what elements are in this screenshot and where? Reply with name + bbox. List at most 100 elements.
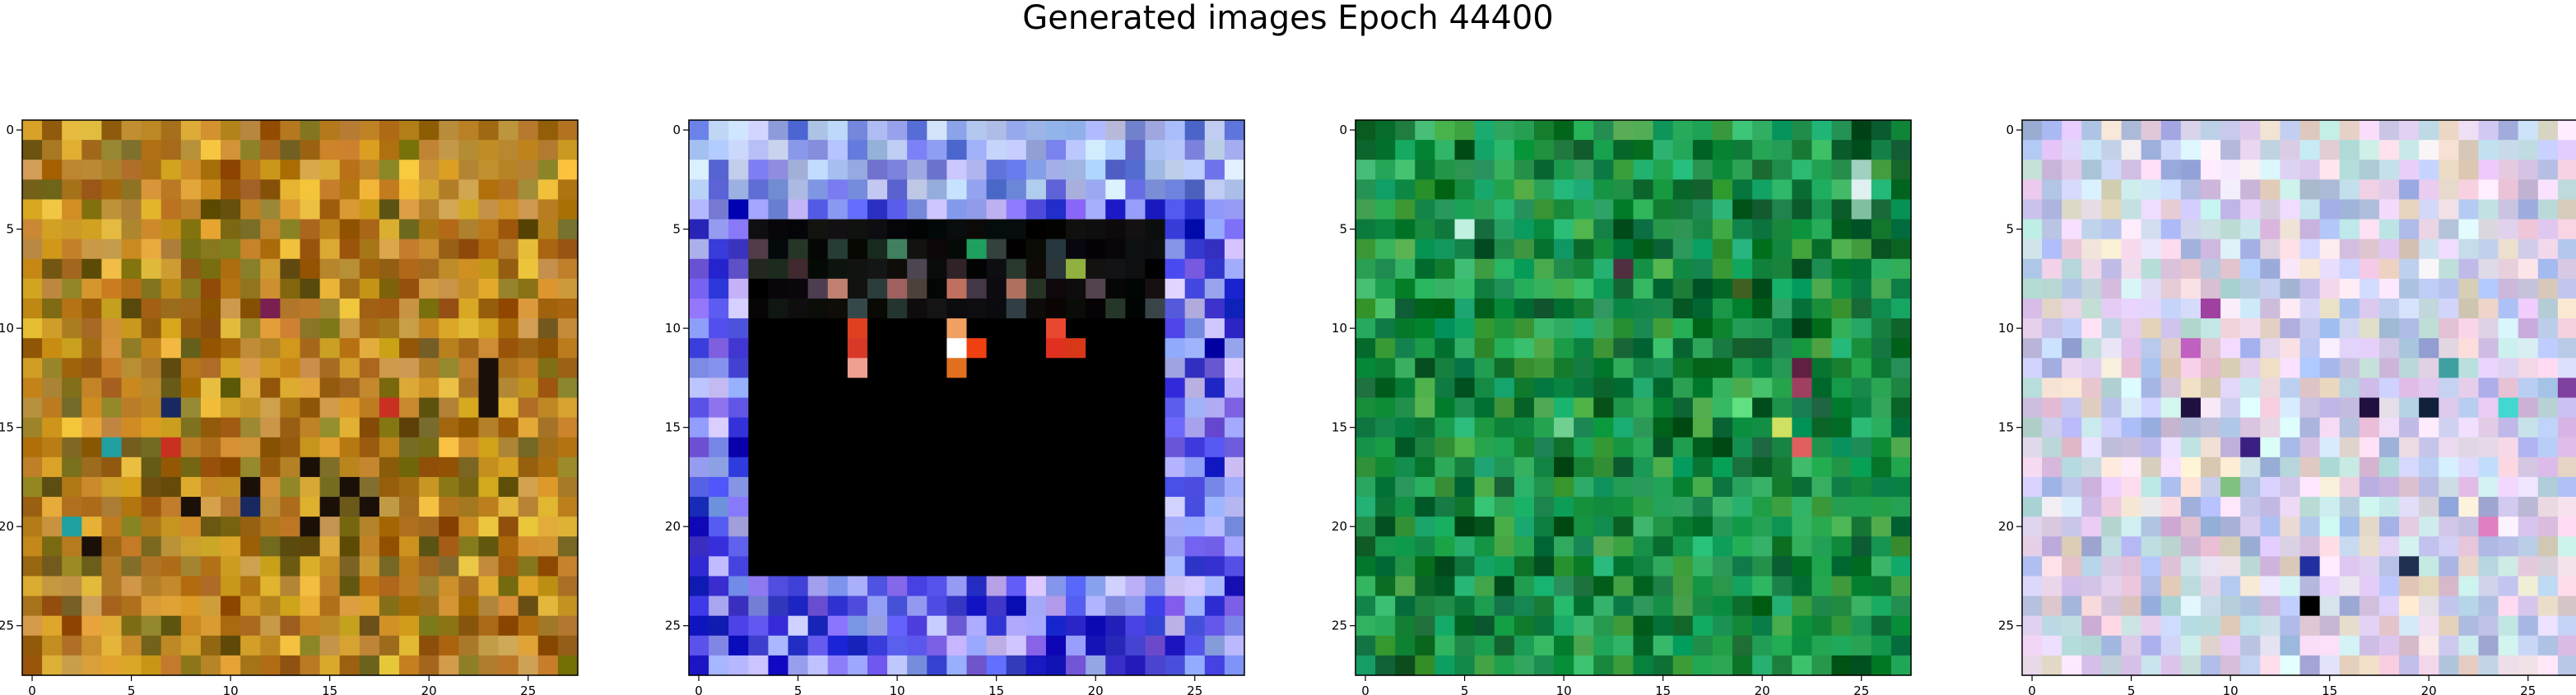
pixel-cell: [927, 140, 947, 160]
pixel-cell: [847, 497, 868, 517]
pixel-cell: [788, 258, 809, 280]
pixel-cell: [748, 278, 770, 299]
pixel-cell: [260, 199, 281, 220]
pixel-cell: [518, 298, 539, 319]
pixel-cell: [1474, 536, 1495, 557]
pixel-cell: [2319, 456, 2341, 478]
pixel-cell: [1792, 476, 1813, 498]
pixel-cell: [221, 635, 241, 656]
pixel-cell: [1831, 556, 1853, 577]
x-tick-label: 15: [988, 683, 1004, 695]
pixel-cell: [827, 397, 849, 419]
pixel-cell: [827, 437, 849, 458]
pixel-cell: [2042, 258, 2062, 280]
pixel-cell: [1533, 318, 1555, 339]
pixel-cell: [1454, 536, 1476, 557]
pixel-cell: [1574, 635, 1594, 656]
pixel-cell: [768, 497, 789, 517]
pixel-cell: [319, 595, 341, 617]
pixel-cell: [419, 298, 439, 319]
pixel-cell: [1514, 595, 1535, 617]
pixel-cell: [1355, 397, 1376, 419]
pixel-cell: [768, 655, 789, 676]
pixel-cell: [2518, 615, 2539, 637]
pixel-cell: [2200, 456, 2221, 478]
pixel-cell: [399, 397, 420, 419]
pixel-cell: [180, 199, 202, 220]
pixel-cell: [2557, 318, 2576, 339]
pixel-cell: [2339, 239, 2360, 260]
pixel-cell: [2419, 378, 2439, 399]
pixel-cell: [1165, 595, 1186, 617]
pixel-cell: [62, 318, 82, 339]
pixel-cell: [260, 338, 281, 359]
pixel-cell: [728, 140, 749, 160]
pixel-cell: [1613, 179, 1634, 201]
pixel-cell: [537, 239, 559, 260]
pixel-cell: [2121, 239, 2142, 260]
pixel-cell: [2399, 437, 2420, 458]
pixel-cell: [2439, 476, 2459, 498]
pixel-cell: [768, 635, 789, 656]
pixel-cell: [1086, 179, 1106, 201]
pixel-cell: [160, 456, 182, 478]
pixel-cell: [1593, 576, 1614, 597]
pixel-cell: [1494, 298, 1515, 319]
pixel-cell: [1533, 556, 1555, 577]
pixel-cell: [1125, 358, 1146, 378]
pixel-cell: [2319, 338, 2341, 359]
pixel-cell: [768, 219, 789, 240]
pixel-cell: [1375, 378, 1396, 399]
pixel-cell: [1672, 476, 1694, 498]
pixel-cell: [2339, 417, 2360, 438]
pixel-cell: [180, 456, 202, 478]
pixel-cell: [2299, 258, 2321, 280]
pixel-cell: [807, 595, 829, 617]
pixel-cell: [62, 556, 82, 577]
pixel-cell: [2299, 417, 2321, 438]
pixel-cell: [1752, 615, 1773, 637]
pixel-cell: [1105, 358, 1126, 378]
pixel-cell: [728, 338, 749, 359]
pixel-cell: [62, 258, 82, 280]
pixel-cell: [200, 140, 221, 160]
pixel-cell: [1105, 120, 1126, 141]
pixel-cell: [42, 258, 63, 280]
y-tick-label: 15: [0, 420, 14, 435]
pixel-cell: [1574, 318, 1594, 339]
pixel-cell: [827, 140, 849, 160]
pixel-cell: [458, 476, 480, 498]
pixel-cell: [2220, 655, 2241, 676]
pixel-cell: [1045, 556, 1067, 577]
pixel-cell: [827, 536, 849, 557]
pixel-cell: [1514, 517, 1535, 537]
pixel-cell: [1145, 615, 1166, 637]
pixel-cell: [1533, 456, 1555, 478]
pixel-cell: [1145, 517, 1166, 537]
pixel-cell: [1811, 298, 1833, 319]
axes-frame: [688, 119, 1245, 676]
pixel-cell: [1375, 219, 1396, 240]
pixel-cell: [1494, 595, 1515, 617]
pixel-cell: [1165, 615, 1186, 637]
pixel-cell: [847, 120, 868, 141]
pixel-cell: [379, 338, 400, 359]
y-tick-label: 0: [2006, 123, 2014, 137]
pixel-cell: [1554, 298, 1574, 319]
pixel-cell: [101, 397, 123, 419]
pixel-cell: [2359, 318, 2380, 339]
pixel-cell: [1613, 517, 1634, 537]
pixel-cell: [2518, 476, 2539, 498]
pixel-cell: [867, 318, 888, 339]
pixel-cell: [748, 476, 770, 498]
pixel-cell: [419, 397, 439, 419]
pixel-cell: [1752, 298, 1773, 319]
pixel-cell: [1672, 219, 1694, 240]
pixel-cell: [1375, 140, 1396, 160]
pixel-cell: [439, 298, 459, 319]
pixel-cell: [2319, 437, 2341, 458]
pixel-cell: [379, 239, 400, 260]
pixel-cell: [1890, 179, 1912, 201]
